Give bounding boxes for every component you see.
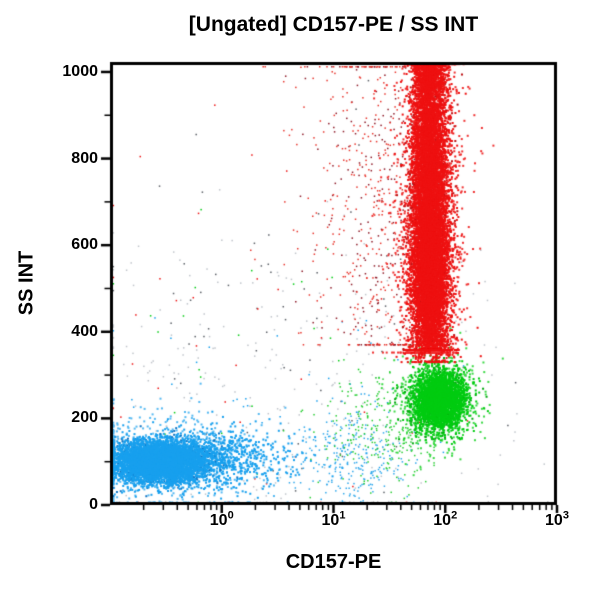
x-tick-label: 100 — [209, 509, 234, 529]
y-axis-label: SS INT — [15, 250, 38, 316]
y-tick-label: 400 — [71, 322, 98, 340]
y-tick-label: 0 — [89, 496, 98, 513]
x-axis-label: CD157-PE — [285, 551, 382, 573]
x-tick-label: 103 — [545, 509, 569, 529]
x-tick-label: 101 — [321, 509, 346, 529]
y-tick-label: 600 — [71, 236, 98, 254]
x-tick-label: 102 — [433, 509, 458, 529]
y-tick-label: 800 — [71, 149, 98, 167]
y-tick-label: 200 — [71, 409, 98, 427]
chart-title: [Ungated] CD157-PE / SS INT — [188, 13, 479, 36]
y-tick-label: 1000 — [62, 62, 98, 80]
